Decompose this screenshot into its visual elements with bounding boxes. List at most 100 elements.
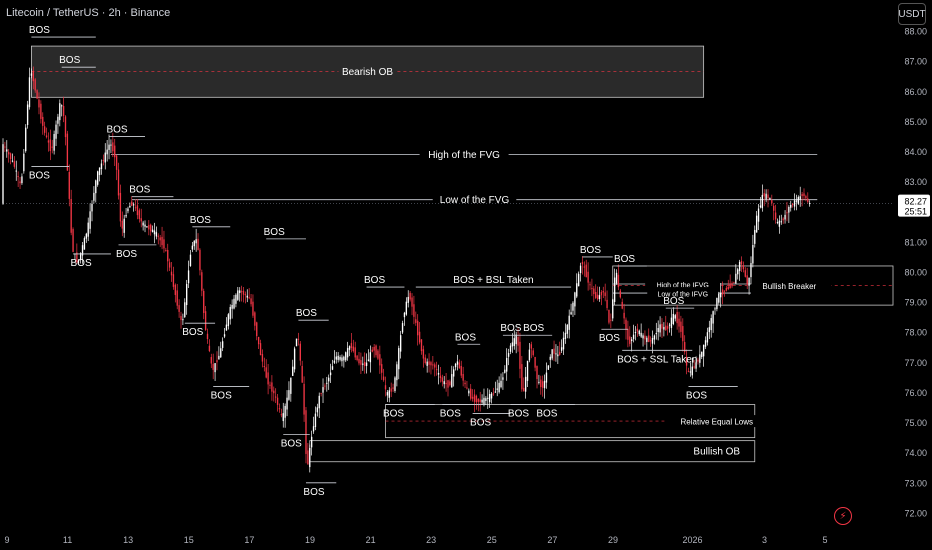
bos-label: BOS xyxy=(508,409,529,420)
candle xyxy=(687,370,690,372)
bos-label: BOS xyxy=(455,332,476,343)
candle xyxy=(441,377,444,382)
candle xyxy=(617,274,620,288)
candle xyxy=(168,262,171,268)
candle xyxy=(718,293,720,303)
candle xyxy=(808,203,811,205)
candle xyxy=(689,371,692,373)
candle xyxy=(411,297,413,307)
candle xyxy=(456,361,459,365)
candle xyxy=(676,312,678,324)
candle xyxy=(237,290,239,300)
candle xyxy=(434,364,436,368)
candle xyxy=(49,139,52,151)
candle xyxy=(767,194,769,199)
candle xyxy=(428,361,430,365)
candle xyxy=(114,145,116,158)
candle xyxy=(555,353,557,355)
candle xyxy=(619,290,622,298)
candle xyxy=(612,299,614,319)
candle xyxy=(79,252,82,260)
candle xyxy=(413,304,415,317)
candle xyxy=(651,337,654,344)
candle xyxy=(87,222,89,237)
level-label: Low of the IFVG xyxy=(657,292,708,299)
candle xyxy=(297,338,300,340)
candle xyxy=(221,341,224,348)
x-tick-label: 2026 xyxy=(682,535,702,545)
candle xyxy=(507,352,510,357)
candle xyxy=(204,311,207,330)
bos-label: BOS xyxy=(106,124,127,135)
currency-button[interactable]: USDT xyxy=(898,3,926,25)
candle xyxy=(125,214,127,217)
x-tick-label: 11 xyxy=(63,535,72,545)
candle xyxy=(244,294,247,296)
candle xyxy=(354,347,356,358)
candle xyxy=(320,392,322,394)
candle xyxy=(629,336,631,344)
candle xyxy=(638,330,640,335)
candle xyxy=(659,324,661,333)
level-label-bg xyxy=(647,287,719,300)
candle xyxy=(701,351,703,357)
candle xyxy=(263,365,266,367)
y-tick-label: 75.00 xyxy=(904,418,927,428)
candle xyxy=(570,312,572,315)
candle xyxy=(293,348,296,370)
candle xyxy=(218,355,220,360)
candle xyxy=(214,363,216,373)
candle xyxy=(668,324,671,326)
candle xyxy=(53,134,55,151)
bos-label: BOS xyxy=(364,275,385,286)
candle xyxy=(119,192,122,222)
candle xyxy=(195,239,197,244)
candle xyxy=(627,328,629,340)
candle xyxy=(473,394,476,402)
symbol-title[interactable]: Litecoin / TetherUS · 2h · Binance xyxy=(6,7,171,19)
bos-label: BOS xyxy=(599,333,620,344)
candle xyxy=(666,326,669,329)
candle xyxy=(466,387,468,389)
candle xyxy=(738,261,741,272)
candle xyxy=(292,366,294,376)
candle xyxy=(396,364,398,381)
candle xyxy=(95,180,97,194)
candle xyxy=(776,222,779,224)
level-label-bg xyxy=(419,148,509,161)
candle xyxy=(403,312,406,318)
candle xyxy=(229,307,231,320)
candle xyxy=(623,312,625,319)
candle xyxy=(706,332,709,343)
candle xyxy=(248,297,250,299)
bolt-icon[interactable]: ⚡ xyxy=(834,507,852,525)
candle xyxy=(377,350,379,359)
candle xyxy=(269,384,271,386)
candle xyxy=(682,326,684,342)
candle xyxy=(490,393,493,399)
candle xyxy=(398,348,400,370)
candle xyxy=(439,375,442,379)
candle xyxy=(699,354,701,363)
bos-label: BOS xyxy=(281,439,302,450)
candle xyxy=(197,238,199,250)
candle xyxy=(646,337,648,342)
candle xyxy=(252,301,254,316)
candle xyxy=(774,212,777,220)
candle xyxy=(636,328,639,332)
candle xyxy=(66,133,69,171)
candle xyxy=(231,304,233,309)
candle xyxy=(437,372,440,375)
candle xyxy=(621,301,623,309)
candle xyxy=(517,336,519,346)
candle xyxy=(604,292,606,296)
candle xyxy=(240,291,243,293)
candle xyxy=(405,301,408,315)
candle xyxy=(91,203,93,212)
candle xyxy=(523,387,525,392)
candle xyxy=(284,406,286,418)
candle xyxy=(335,356,337,360)
bos-label: BOS xyxy=(470,418,491,429)
candle xyxy=(178,305,180,312)
